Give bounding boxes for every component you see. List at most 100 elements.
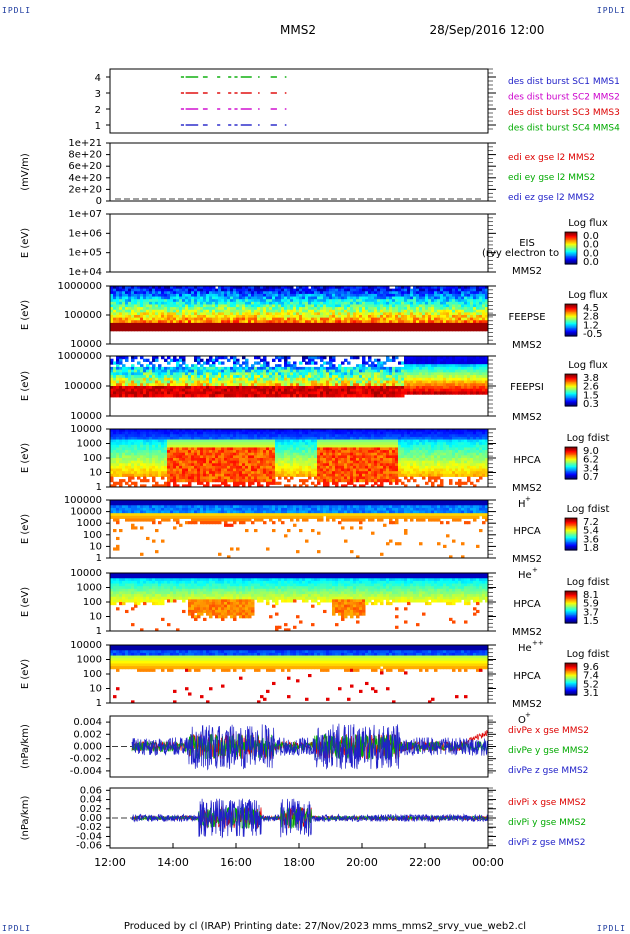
panel-4-cell xyxy=(437,380,441,384)
panel-5-cell xyxy=(131,444,135,448)
panel-3-cell xyxy=(218,312,222,316)
panel-4-cell xyxy=(296,372,300,376)
panel-4-cell xyxy=(305,369,309,373)
panel-4-cell xyxy=(230,380,234,384)
panel-3-cell xyxy=(188,299,192,303)
panel-3-cell xyxy=(446,307,450,311)
panel-4-cell xyxy=(335,366,339,371)
panel-3-cell xyxy=(278,309,282,313)
panel-3-cell xyxy=(317,322,321,327)
panel-3-cell xyxy=(410,288,414,292)
panel-3-cell xyxy=(122,307,126,311)
panel-3-cell xyxy=(389,291,393,295)
panel-3-cell xyxy=(272,312,276,316)
panel-3-cell xyxy=(284,304,288,308)
panel-4-cell xyxy=(410,361,414,365)
panel-5-cell xyxy=(167,455,171,459)
panel-3-cell xyxy=(455,288,459,292)
panel-5-cell xyxy=(227,447,231,451)
panel-3-cell xyxy=(278,322,282,327)
panel-3-cell xyxy=(341,304,345,308)
panel-3-cell xyxy=(224,320,228,324)
panel-3-cell xyxy=(272,307,276,311)
panel-4-cell xyxy=(458,361,462,365)
panel-4-cell xyxy=(278,366,282,371)
panel-3-colorbar-tick-1: 2.8 xyxy=(583,312,599,323)
panel-3-cell xyxy=(176,320,180,324)
panel-4-cell xyxy=(338,369,342,373)
panel-5-cell xyxy=(236,465,240,470)
panel-3-cell xyxy=(332,293,336,298)
panel-4-colorbar-cell-21 xyxy=(565,402,577,404)
panel-3-cell xyxy=(335,309,339,313)
panel-3-cell xyxy=(386,325,390,329)
panel-3-cell xyxy=(482,301,486,305)
panel-4-cell xyxy=(134,380,138,384)
panel-4-cell xyxy=(311,394,315,398)
panel-3-cell xyxy=(203,320,207,324)
panel-3-cell xyxy=(164,293,168,298)
panel-5-cell xyxy=(116,434,120,438)
panel-3-cell xyxy=(218,328,222,332)
panel-4-cell xyxy=(200,394,204,398)
panel-3-cell xyxy=(146,328,150,332)
panel-4-cell xyxy=(245,361,249,365)
panel-3-cell xyxy=(179,328,183,332)
panel-5-cell xyxy=(113,460,117,464)
panel-5-cell xyxy=(125,458,129,462)
panel-3-cell xyxy=(470,288,474,292)
panel-4-cell xyxy=(416,380,420,384)
panel-4-cell xyxy=(455,356,459,360)
panel-3-cell xyxy=(233,322,237,327)
panel-4-cell xyxy=(296,391,300,395)
panel-3-cell xyxy=(338,317,342,321)
panel-4-cell xyxy=(386,394,390,398)
panel-5-cell xyxy=(185,450,189,454)
panel-5-cell xyxy=(224,436,228,441)
panel-4-cell xyxy=(176,391,180,395)
panel-1-ytick-label-2: 6e+20 xyxy=(68,161,102,172)
panel-3-cell xyxy=(128,325,132,329)
panel-3-cell xyxy=(152,320,156,324)
panel-4-cell xyxy=(290,364,294,368)
panel-3-cell xyxy=(113,293,117,298)
panel-3-cell xyxy=(329,291,333,295)
panel-3-cell xyxy=(161,293,165,298)
panel-4-cell xyxy=(443,377,447,382)
panel-3-cell xyxy=(197,293,201,298)
panel-3-cell xyxy=(194,322,198,327)
panel-4-cell xyxy=(353,383,357,387)
panel-4-cell xyxy=(227,388,231,392)
panel-3-cell xyxy=(461,301,465,305)
panel-3-cell xyxy=(314,304,318,308)
panel-3-cell xyxy=(431,312,435,316)
panel-4-cell xyxy=(422,386,426,390)
panel-3-cell xyxy=(212,296,216,300)
panel-5-cell xyxy=(155,473,159,477)
panel-3-cell xyxy=(218,317,222,321)
panel-2-ytick-label-1: 1e+06 xyxy=(68,228,102,239)
panel-3-cell xyxy=(176,301,180,305)
panel-3-cell xyxy=(263,288,267,292)
panel-5-cell xyxy=(161,442,165,446)
panel-4-cell xyxy=(401,383,405,387)
panel-3-cell xyxy=(221,317,225,321)
panel-4-cell xyxy=(305,391,309,395)
panel-5-cell xyxy=(152,460,156,464)
panel-3-cell xyxy=(431,309,435,313)
panel-4-cell xyxy=(359,366,363,371)
panel-4-cell xyxy=(197,391,201,395)
panel-4-cell xyxy=(326,394,330,398)
panel-3-cell xyxy=(119,288,123,292)
panel-3-cell xyxy=(251,291,255,295)
panel-3-cell xyxy=(272,320,276,324)
panel-5-cell xyxy=(119,463,123,467)
panel-4-cell xyxy=(404,361,408,365)
panel-4-cell xyxy=(209,372,213,376)
panel-3-cell xyxy=(476,328,480,332)
panel-4-cell xyxy=(221,372,225,376)
panel-3-cell xyxy=(110,309,114,313)
panel-4-cell xyxy=(320,386,324,390)
panel-4-cell xyxy=(440,380,444,384)
panel-3-cell xyxy=(290,317,294,321)
